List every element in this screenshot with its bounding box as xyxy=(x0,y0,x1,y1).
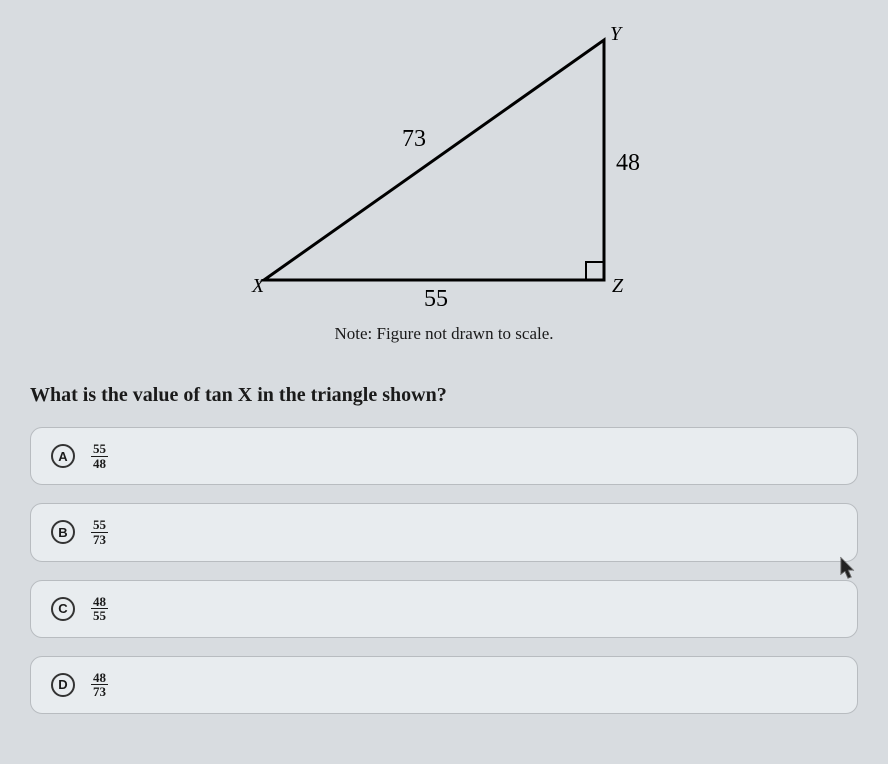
option-c-numerator: 48 xyxy=(91,595,108,610)
side-base-label: 55 xyxy=(424,286,448,312)
option-a-fraction: 55 48 xyxy=(91,442,108,470)
option-c-denominator: 55 xyxy=(91,609,108,623)
option-a-badge: A xyxy=(51,444,75,468)
option-d-badge: D xyxy=(51,673,75,697)
option-d[interactable]: D 48 73 xyxy=(30,656,858,714)
side-hypotenuse-label: 73 xyxy=(402,126,426,152)
option-c-badge: C xyxy=(51,597,75,621)
option-b-badge: B xyxy=(51,520,75,544)
triangle-diagram: X Y Z 73 48 55 xyxy=(224,20,664,320)
vertex-x-label: X xyxy=(251,275,265,297)
option-a[interactable]: A 55 48 xyxy=(30,427,858,485)
option-a-denominator: 48 xyxy=(91,457,108,471)
options-list: A 55 48 B 55 73 C 48 55 D 48 73 xyxy=(30,427,858,714)
option-b-fraction: 55 73 xyxy=(91,518,108,546)
question-text-span: What is the value of tan X in the triang… xyxy=(30,384,447,406)
side-right-label: 48 xyxy=(616,150,640,176)
option-b-denominator: 73 xyxy=(91,533,108,547)
option-b[interactable]: B 55 73 xyxy=(30,503,858,561)
vertex-z-label: Z xyxy=(612,275,624,297)
question-text: What is the value of tan X in the triang… xyxy=(30,384,858,407)
option-d-numerator: 48 xyxy=(91,671,108,686)
option-a-numerator: 55 xyxy=(91,442,108,457)
option-d-denominator: 73 xyxy=(91,685,108,699)
option-d-fraction: 48 73 xyxy=(91,671,108,699)
option-c-fraction: 48 55 xyxy=(91,595,108,623)
figure-area: X Y Z 73 48 55 Note: Figure not drawn to… xyxy=(30,20,858,344)
pointer-cursor-icon xyxy=(834,556,858,590)
vertex-y-label: Y xyxy=(610,23,623,45)
option-b-numerator: 55 xyxy=(91,518,108,533)
option-c[interactable]: C 48 55 xyxy=(30,580,858,638)
figure-note: Note: Figure not drawn to scale. xyxy=(334,324,553,344)
